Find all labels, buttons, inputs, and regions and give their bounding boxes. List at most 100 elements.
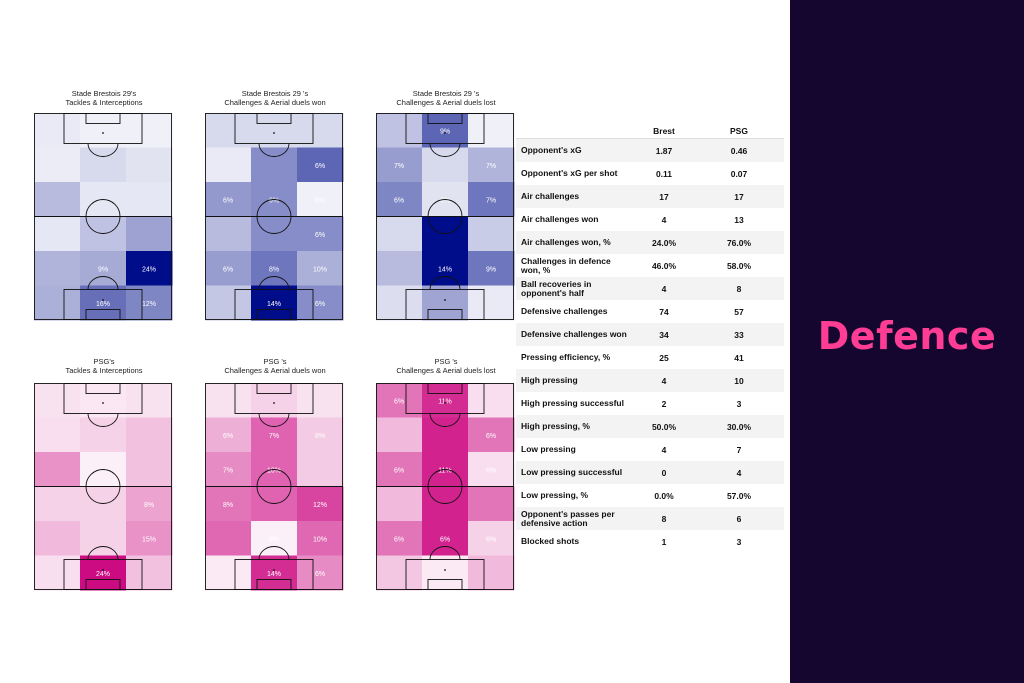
- heatmap-cell-label: 8%: [223, 502, 233, 509]
- pitch-title-line: PSG's: [93, 357, 115, 366]
- pitch-line: [85, 469, 121, 504]
- heatmap-cell: [251, 521, 298, 556]
- heatmap-cell: [376, 285, 423, 321]
- pitch-title-line: Tackles & Interceptions: [65, 366, 143, 375]
- heatmap-cell: [126, 285, 173, 321]
- heatmap-cell: [34, 182, 81, 217]
- heatmap-cell: [376, 182, 423, 217]
- heatmap-cell: [297, 486, 344, 522]
- heatmap-cell-label: 10%: [313, 536, 327, 543]
- heatmap-cell: [205, 182, 252, 217]
- heatmap-cell: [376, 383, 423, 418]
- stat-brest-value: 17: [659, 191, 669, 202]
- heatmap-cell-label: 15%: [142, 536, 156, 543]
- heatmap-cell-label: 9%: [486, 266, 496, 273]
- heatmap-cell: [251, 383, 298, 418]
- heatmap-cell-label: 6%: [394, 467, 404, 474]
- heatmap-cell-label: 7%: [486, 197, 496, 204]
- heatmap-cell: [468, 452, 515, 487]
- stats-row: Low pressing 4 7: [516, 438, 784, 461]
- heatmap-cell: [297, 251, 344, 286]
- heatmap-cell-label: 6%: [394, 398, 404, 405]
- heatmap-cell: [205, 452, 252, 487]
- stats-row: Defensive challenges 74 57: [516, 300, 784, 323]
- heatmap-cell: [126, 555, 173, 591]
- pitch-line: [427, 199, 463, 234]
- heatmap-cell: [297, 147, 344, 183]
- heatmap-cell: [297, 452, 344, 487]
- stat-psg-value: 3: [736, 398, 742, 409]
- pitch-line: [427, 469, 463, 504]
- heatmap-cell: [422, 251, 469, 286]
- stat-label: Defensive challenges: [521, 306, 608, 316]
- stat-brest-value: 4: [661, 214, 667, 225]
- penalty-spot: [102, 299, 104, 301]
- heatmap-cell: [251, 113, 298, 148]
- stat-label: Low pressing successful: [521, 467, 623, 477]
- stat-label: Opponent's xG: [521, 145, 582, 155]
- heatmap-cell-label: 6%: [315, 571, 325, 578]
- pitch-title: PSG 's Challenges & Aerial duels lost: [371, 357, 521, 375]
- heatmap-cell-label: 6%: [394, 536, 404, 543]
- stats-row: High pressing successful 2 3: [516, 392, 784, 415]
- pitch-title: Stade Brestois 29 's Challenges & Aerial …: [371, 89, 521, 107]
- heatmap-cell-label: 6%: [315, 163, 325, 170]
- heatmap-cell: [205, 113, 252, 148]
- penalty-spot: [444, 569, 446, 571]
- heatmap-cell: [468, 216, 515, 252]
- heatmap-cell-label: 11%: [438, 467, 452, 474]
- stat-brest-value: 4: [661, 444, 667, 455]
- pitch-title: Stade Brestois 29's Tackles & Interceptio…: [29, 89, 179, 107]
- heatmap-cell: [297, 521, 344, 556]
- heatmap-cell: [34, 251, 81, 286]
- heatmap-cell: [468, 521, 515, 556]
- stat-psg-value: 57: [734, 306, 744, 317]
- pitch-line: [429, 143, 461, 157]
- heatmap-cell-label: 6%: [440, 536, 450, 543]
- stat-label: Air challenges: [521, 191, 580, 201]
- heatmap-cell: [126, 486, 173, 522]
- heatmap-cell-label: 14%: [267, 571, 281, 578]
- heatmap-cell: [468, 251, 515, 286]
- heatmap-cell: [468, 417, 515, 453]
- heatmap-cell-label: 11%: [438, 398, 452, 405]
- stat-label: Low pressing, %: [521, 490, 589, 500]
- pitch-line: [256, 579, 292, 590]
- pitch-line: [87, 276, 119, 290]
- heatmap-cell: [126, 383, 173, 418]
- heatmap-cell-label: 10%: [313, 266, 327, 273]
- heatmap-cell: [251, 147, 298, 183]
- heatmap-cell: [468, 147, 515, 183]
- stat-label: High pressing, %: [521, 421, 590, 431]
- heatmap-cell: [34, 417, 81, 453]
- stat-label: Low pressing: [521, 444, 576, 454]
- heatmap-cell: [126, 147, 173, 183]
- heatmap-cell: [34, 486, 81, 522]
- stat-brest-value: 0.0%: [654, 490, 674, 501]
- heatmap-cell: [468, 113, 515, 148]
- pitch-line: [429, 546, 461, 560]
- stat-psg-value: 7: [736, 444, 742, 455]
- heatmap-cell: [376, 521, 423, 556]
- heatmap-cell: [297, 182, 344, 217]
- heatmap-cell-label: 6%: [315, 232, 325, 239]
- psg-challenges-lost-heatmap: 6% 11% 6% 6% 11% 6% 6% 6% 6%: [376, 383, 515, 591]
- heatmap-cell-label: 8%: [269, 266, 279, 273]
- pitch-line: [258, 276, 290, 290]
- heatmap-cell: [422, 147, 469, 183]
- pitch-title: Stade Brestois 29 's Challenges & Aerial …: [200, 89, 350, 107]
- stat-brest-value: 8: [661, 513, 667, 524]
- heatmap-cell: [251, 285, 298, 321]
- pitch-title-line: Tackles & Interceptions: [65, 98, 143, 107]
- brest-challenges-won-heatmap: 6% 6% 6% 6% 6% 6% 8% 10% 14% 6%: [205, 113, 344, 321]
- heatmap-cell-label: 8%: [269, 536, 279, 543]
- stat-brest-value: 50.0%: [651, 421, 677, 432]
- stat-label: Defensive challenges won: [521, 329, 627, 339]
- heatmap-cell: [251, 417, 298, 453]
- stat-brest-value: 0: [661, 467, 667, 478]
- pitch-line: [258, 413, 290, 427]
- stat-label: Opponent's xG per shot: [521, 168, 618, 178]
- pitch-line: [85, 199, 121, 234]
- pitch-title-line: PSG 's: [434, 357, 458, 366]
- penalty-spot: [102, 402, 104, 404]
